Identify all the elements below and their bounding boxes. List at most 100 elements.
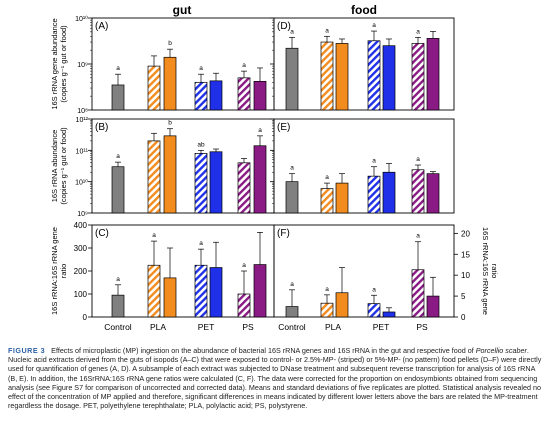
ytick-label-B: 10⁹ (77, 211, 88, 218)
ylabel-F-line1: 16S rRNA:16S rRNA gene (481, 227, 490, 315)
significance-letter-E-pet: a (372, 158, 376, 165)
significance-letter-A-pla: b (168, 40, 172, 47)
caption-species: Porcellio scaber (475, 346, 527, 355)
bar-B-ps-solid (253, 145, 267, 214)
xlabel-food-control: Control (278, 322, 306, 332)
ylabel-C-line2: ratio (59, 264, 68, 279)
significance-letter-F-ps: a (416, 233, 420, 240)
bar-C-control-solid (111, 294, 125, 318)
column-title-gut: gut (173, 3, 192, 17)
bar-D-control-solid (285, 47, 299, 111)
significance-letter-B-control: a (116, 153, 120, 160)
ytick-label-F: 10 (461, 271, 470, 280)
ytick-label-B: 10¹¹ (76, 148, 89, 155)
caption-text-1: Effects of microplastic (MP) ingestion o… (51, 346, 476, 355)
bar-F-pla-solid (335, 292, 349, 318)
caption-label: FIGURE 3 (8, 346, 46, 355)
bar-E-ps-striped (411, 169, 425, 214)
xlabel-gut-control: Control (104, 322, 132, 332)
bar-D-pla-solid (335, 43, 349, 111)
bar-A-ps-solid (253, 80, 267, 111)
significance-letter-E-pla: a (325, 174, 329, 181)
bar-F-ps-striped (411, 269, 425, 318)
xlabel-gut-pet: PET (198, 322, 215, 332)
ytick-label-B: 10¹² (76, 117, 89, 124)
panel-letter-F: (F) (277, 228, 290, 239)
bar-E-pet-solid (382, 171, 396, 214)
significance-letter-C-ps: a (242, 262, 246, 269)
significance-letter-D-control: a (290, 28, 294, 35)
bar-E-control-solid (285, 181, 299, 214)
bar-F-pet-striped (367, 303, 381, 318)
ytick-label-A: 10⁹ (77, 62, 88, 69)
significance-letter-C-pet: a (199, 240, 203, 247)
caption-text-2: . Nucleic acid extracts derived from the… (8, 346, 542, 411)
ylabel-B-line2: (copies g⁻¹ gut or food) (59, 127, 68, 205)
significance-letter-D-pet: a (372, 22, 376, 29)
ylabel-C-line1: 16S rRNA:16S rRNA gene (50, 227, 59, 315)
significance-letter-E-ps: a (416, 156, 420, 163)
ytick-label-B: 10¹⁰ (75, 179, 88, 187)
bar-A-ps-striped (237, 77, 251, 111)
ytick-label-C: 200 (74, 267, 88, 276)
bar-F-control-solid (285, 306, 299, 318)
ytick-label-A: 10⁸ (77, 108, 88, 115)
bar-D-pet-striped (367, 40, 381, 111)
bar-E-ps-solid (426, 173, 440, 214)
significance-letter-B-ps: a (258, 127, 262, 134)
column-title-food: food (351, 3, 377, 17)
bar-C-ps-solid (253, 264, 267, 318)
bar-F-pet-solid (382, 311, 396, 318)
bar-B-pla-solid (163, 135, 177, 214)
panel-letter-D: (D) (277, 21, 291, 32)
ylabel-A-line1: 16S rRNA gene abundance (50, 18, 59, 109)
ylabel-A-line2: (copies g⁻¹ gut or food) (59, 25, 68, 103)
ytick-label-C: 300 (74, 244, 88, 253)
xlabel-food-pet: PET (373, 322, 390, 332)
panel-letter-E: (E) (277, 122, 290, 133)
significance-letter-A-ps: a (242, 62, 246, 69)
bar-B-ps-striped (237, 162, 251, 214)
ytick-label-F: 20 (461, 229, 470, 238)
ytick-label-C: 100 (74, 290, 88, 299)
bar-F-pla-striped (320, 302, 334, 318)
bar-B-pla-striped (147, 140, 161, 214)
ytick-label-F: 5 (461, 292, 466, 301)
bar-B-pet-striped (194, 153, 208, 214)
bar-C-pet-striped (194, 264, 208, 318)
panel-letter-A: (A) (95, 21, 108, 32)
bar-E-pla-striped (320, 188, 334, 214)
bar-A-pet-striped (194, 81, 208, 111)
bar-A-pla-striped (147, 65, 161, 111)
significance-letter-A-control: a (116, 65, 120, 72)
significance-letter-F-control: a (290, 281, 294, 288)
xlabel-gut-pla: PLA (150, 322, 166, 332)
figure-caption: FIGURE 3 Effects of microplastic (MP) ing… (8, 346, 546, 410)
bar-C-pla-striped (147, 264, 161, 318)
significance-letter-D-pla: a (325, 27, 329, 34)
bar-D-ps-striped (411, 43, 425, 111)
bar-A-pla-solid (163, 56, 177, 111)
bar-C-ps-striped (237, 293, 251, 318)
bar-B-control-solid (111, 166, 125, 214)
figure: gut food (A) (D) (B) (E) (C) (F) 16S rRN… (50, 3, 499, 332)
bar-D-pet-solid (382, 45, 396, 111)
significance-letter-D-ps: a (416, 28, 420, 35)
significance-letter-B-pet: ab (197, 141, 205, 148)
significance-letter-A-pet: a (199, 65, 203, 72)
panel-frames (91, 17, 455, 318)
bar-C-pla-solid (163, 277, 177, 318)
bar-D-ps-solid (426, 38, 440, 111)
panel-letter-B: (B) (95, 122, 108, 133)
bar-A-control-solid (111, 84, 125, 111)
ytick-label-F: 0 (461, 313, 466, 322)
xlabel-food-pla: PLA (325, 322, 341, 332)
xlabel-food-ps: PS (416, 322, 428, 332)
ytick-label-C: 0 (83, 313, 88, 322)
ylabel-B-line1: 16S rRNA abundance (50, 130, 59, 203)
ytick-label-C: 400 (74, 221, 88, 230)
bar-F-ps-solid (426, 295, 440, 318)
significance-letter-F-pet: a (372, 286, 376, 293)
panel-letter-C: (C) (95, 228, 109, 239)
